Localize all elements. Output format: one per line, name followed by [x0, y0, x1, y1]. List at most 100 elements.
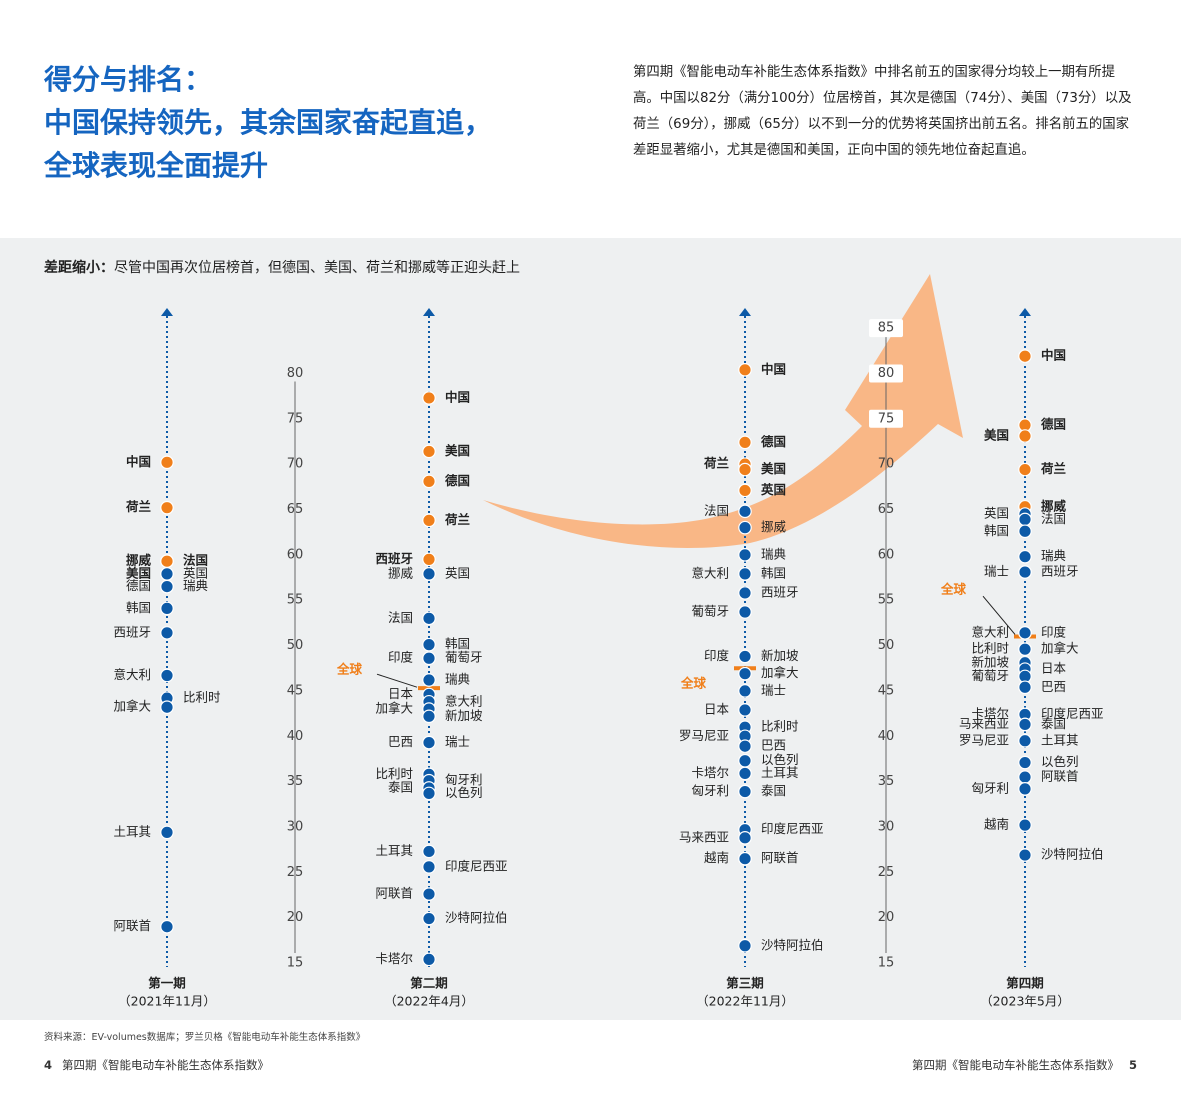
y-tick-label: 20 — [287, 910, 304, 925]
score-dot — [738, 766, 752, 781]
axis-arrowhead-icon — [1019, 308, 1031, 316]
country-label: 中国 — [445, 389, 470, 404]
score-dot — [1018, 429, 1032, 443]
country-label: 法国 — [704, 503, 729, 518]
score-dot — [738, 548, 752, 562]
score-dot — [422, 474, 436, 489]
y-tick-label: 65 — [878, 502, 895, 517]
country-label: 巴西 — [761, 738, 786, 753]
score-dot — [738, 753, 752, 768]
score-dot — [422, 391, 436, 405]
country-label: 以色列 — [761, 752, 799, 767]
score-dot — [738, 363, 752, 377]
country-label: 沙特阿拉伯 — [1041, 847, 1104, 862]
score-dot — [738, 520, 752, 535]
country-label: 瑞典 — [1041, 548, 1066, 563]
headline: 得分与排名： 中国保持领先，其余国家奋起直追， 全球表现全面提升 — [44, 58, 492, 187]
footer-right-text: 第四期《智能电动车补能生态体系指数》 — [911, 1058, 1119, 1072]
score-dot — [422, 844, 436, 859]
y-tick-label: 20 — [878, 910, 895, 925]
score-dot — [160, 700, 174, 715]
global-average-label: 全球 — [336, 662, 363, 677]
country-label: 中国 — [761, 361, 786, 376]
score-dot — [1018, 782, 1032, 796]
country-label: 加拿大 — [113, 699, 151, 714]
country-label: 阿联首 — [1041, 769, 1079, 784]
score-dot — [422, 709, 436, 724]
country-label: 挪威 — [1041, 498, 1067, 513]
country-label: 加拿大 — [1041, 641, 1079, 656]
country-label: 印度 — [704, 648, 730, 663]
score-dot — [738, 586, 752, 600]
period-label: 第四期 — [1006, 976, 1044, 991]
y-tick-label: 75 — [878, 411, 895, 426]
score-dot — [422, 611, 436, 626]
country-label: 美国 — [126, 565, 151, 580]
country-label: 葡萄牙 — [445, 650, 483, 665]
y-tick-label: 55 — [287, 593, 304, 608]
score-dot — [1018, 818, 1032, 832]
y-tick-label: 55 — [878, 593, 895, 608]
country-label: 马来西亚 — [959, 716, 1009, 731]
panel-note-text: 尽管中国再次位居榜首，但德国、美国、荷兰和挪威等正迎头赶上 — [114, 260, 520, 276]
global-pointer-line — [376, 673, 418, 688]
country-label: 美国 — [445, 443, 470, 458]
score-dot — [1018, 462, 1032, 477]
score-dot — [422, 860, 436, 874]
y-tick-label: 85 — [878, 321, 895, 336]
score-dot — [160, 626, 174, 640]
y-tick-label: 45 — [878, 683, 895, 698]
country-label: 沙特阿拉伯 — [445, 910, 508, 925]
country-label: 美国 — [761, 461, 786, 476]
y-tick-label: 80 — [287, 366, 304, 381]
period-label: 第三期 — [726, 976, 764, 991]
score-dot — [738, 703, 752, 717]
score-dot — [160, 668, 174, 683]
score-dot — [738, 784, 752, 799]
country-label: 新加坡 — [971, 654, 1009, 669]
country-label: 瑞士 — [984, 564, 1009, 579]
tick-label-bg — [869, 364, 903, 383]
page-number-right: 5 — [1128, 1058, 1137, 1072]
axis-arrowhead-icon — [739, 308, 751, 316]
score-dot — [738, 462, 752, 477]
country-label: 韩国 — [761, 565, 786, 580]
tick-label-bg — [869, 409, 903, 428]
country-label: 沙特阿拉伯 — [761, 937, 824, 952]
country-label: 越南 — [984, 817, 1009, 832]
country-label: 荷兰 — [444, 512, 471, 527]
y-tick-label: 70 — [878, 457, 895, 472]
country-label: 卡塔尔 — [691, 765, 729, 780]
country-label: 土耳其 — [375, 843, 413, 858]
country-label: 瑞典 — [183, 578, 208, 593]
country-label: 法国 — [1041, 511, 1066, 526]
score-dot — [422, 637, 436, 652]
country-label: 罗马尼亚 — [959, 732, 1009, 747]
score-dot — [422, 786, 436, 801]
country-label: 日本 — [388, 686, 414, 701]
score-dot — [160, 500, 174, 515]
country-label: 阿联首 — [113, 918, 151, 933]
y-tick-label: 30 — [287, 819, 304, 834]
country-label: 以色列 — [445, 785, 483, 800]
country-label: 印度 — [1041, 624, 1067, 639]
country-label: 比利时 — [183, 690, 221, 705]
country-label: 德国 — [126, 578, 151, 593]
country-label: 印度尼西亚 — [1041, 706, 1104, 721]
score-dot — [160, 567, 174, 581]
footer-left: 4 第四期《智能电动车补能生态体系指数》 — [44, 1057, 269, 1073]
score-dot — [1018, 770, 1032, 784]
country-label: 瑞士 — [445, 734, 470, 749]
score-dot — [738, 504, 752, 519]
score-dot — [160, 601, 174, 616]
country-label: 印度尼西亚 — [445, 858, 508, 873]
score-dot — [1018, 680, 1032, 695]
score-dot — [738, 739, 752, 754]
country-label: 意大利 — [445, 693, 483, 708]
y-tick-label: 60 — [878, 547, 895, 562]
country-label: 瑞典 — [445, 672, 470, 687]
score-dot — [738, 435, 752, 450]
ranking-chart: 80 75 70 65 60 55 50 45 40 35 30 25 20 15 85 80 75 70 65 60… — [113, 274, 1104, 1009]
score-dot — [738, 851, 752, 866]
score-dot — [1018, 549, 1032, 564]
